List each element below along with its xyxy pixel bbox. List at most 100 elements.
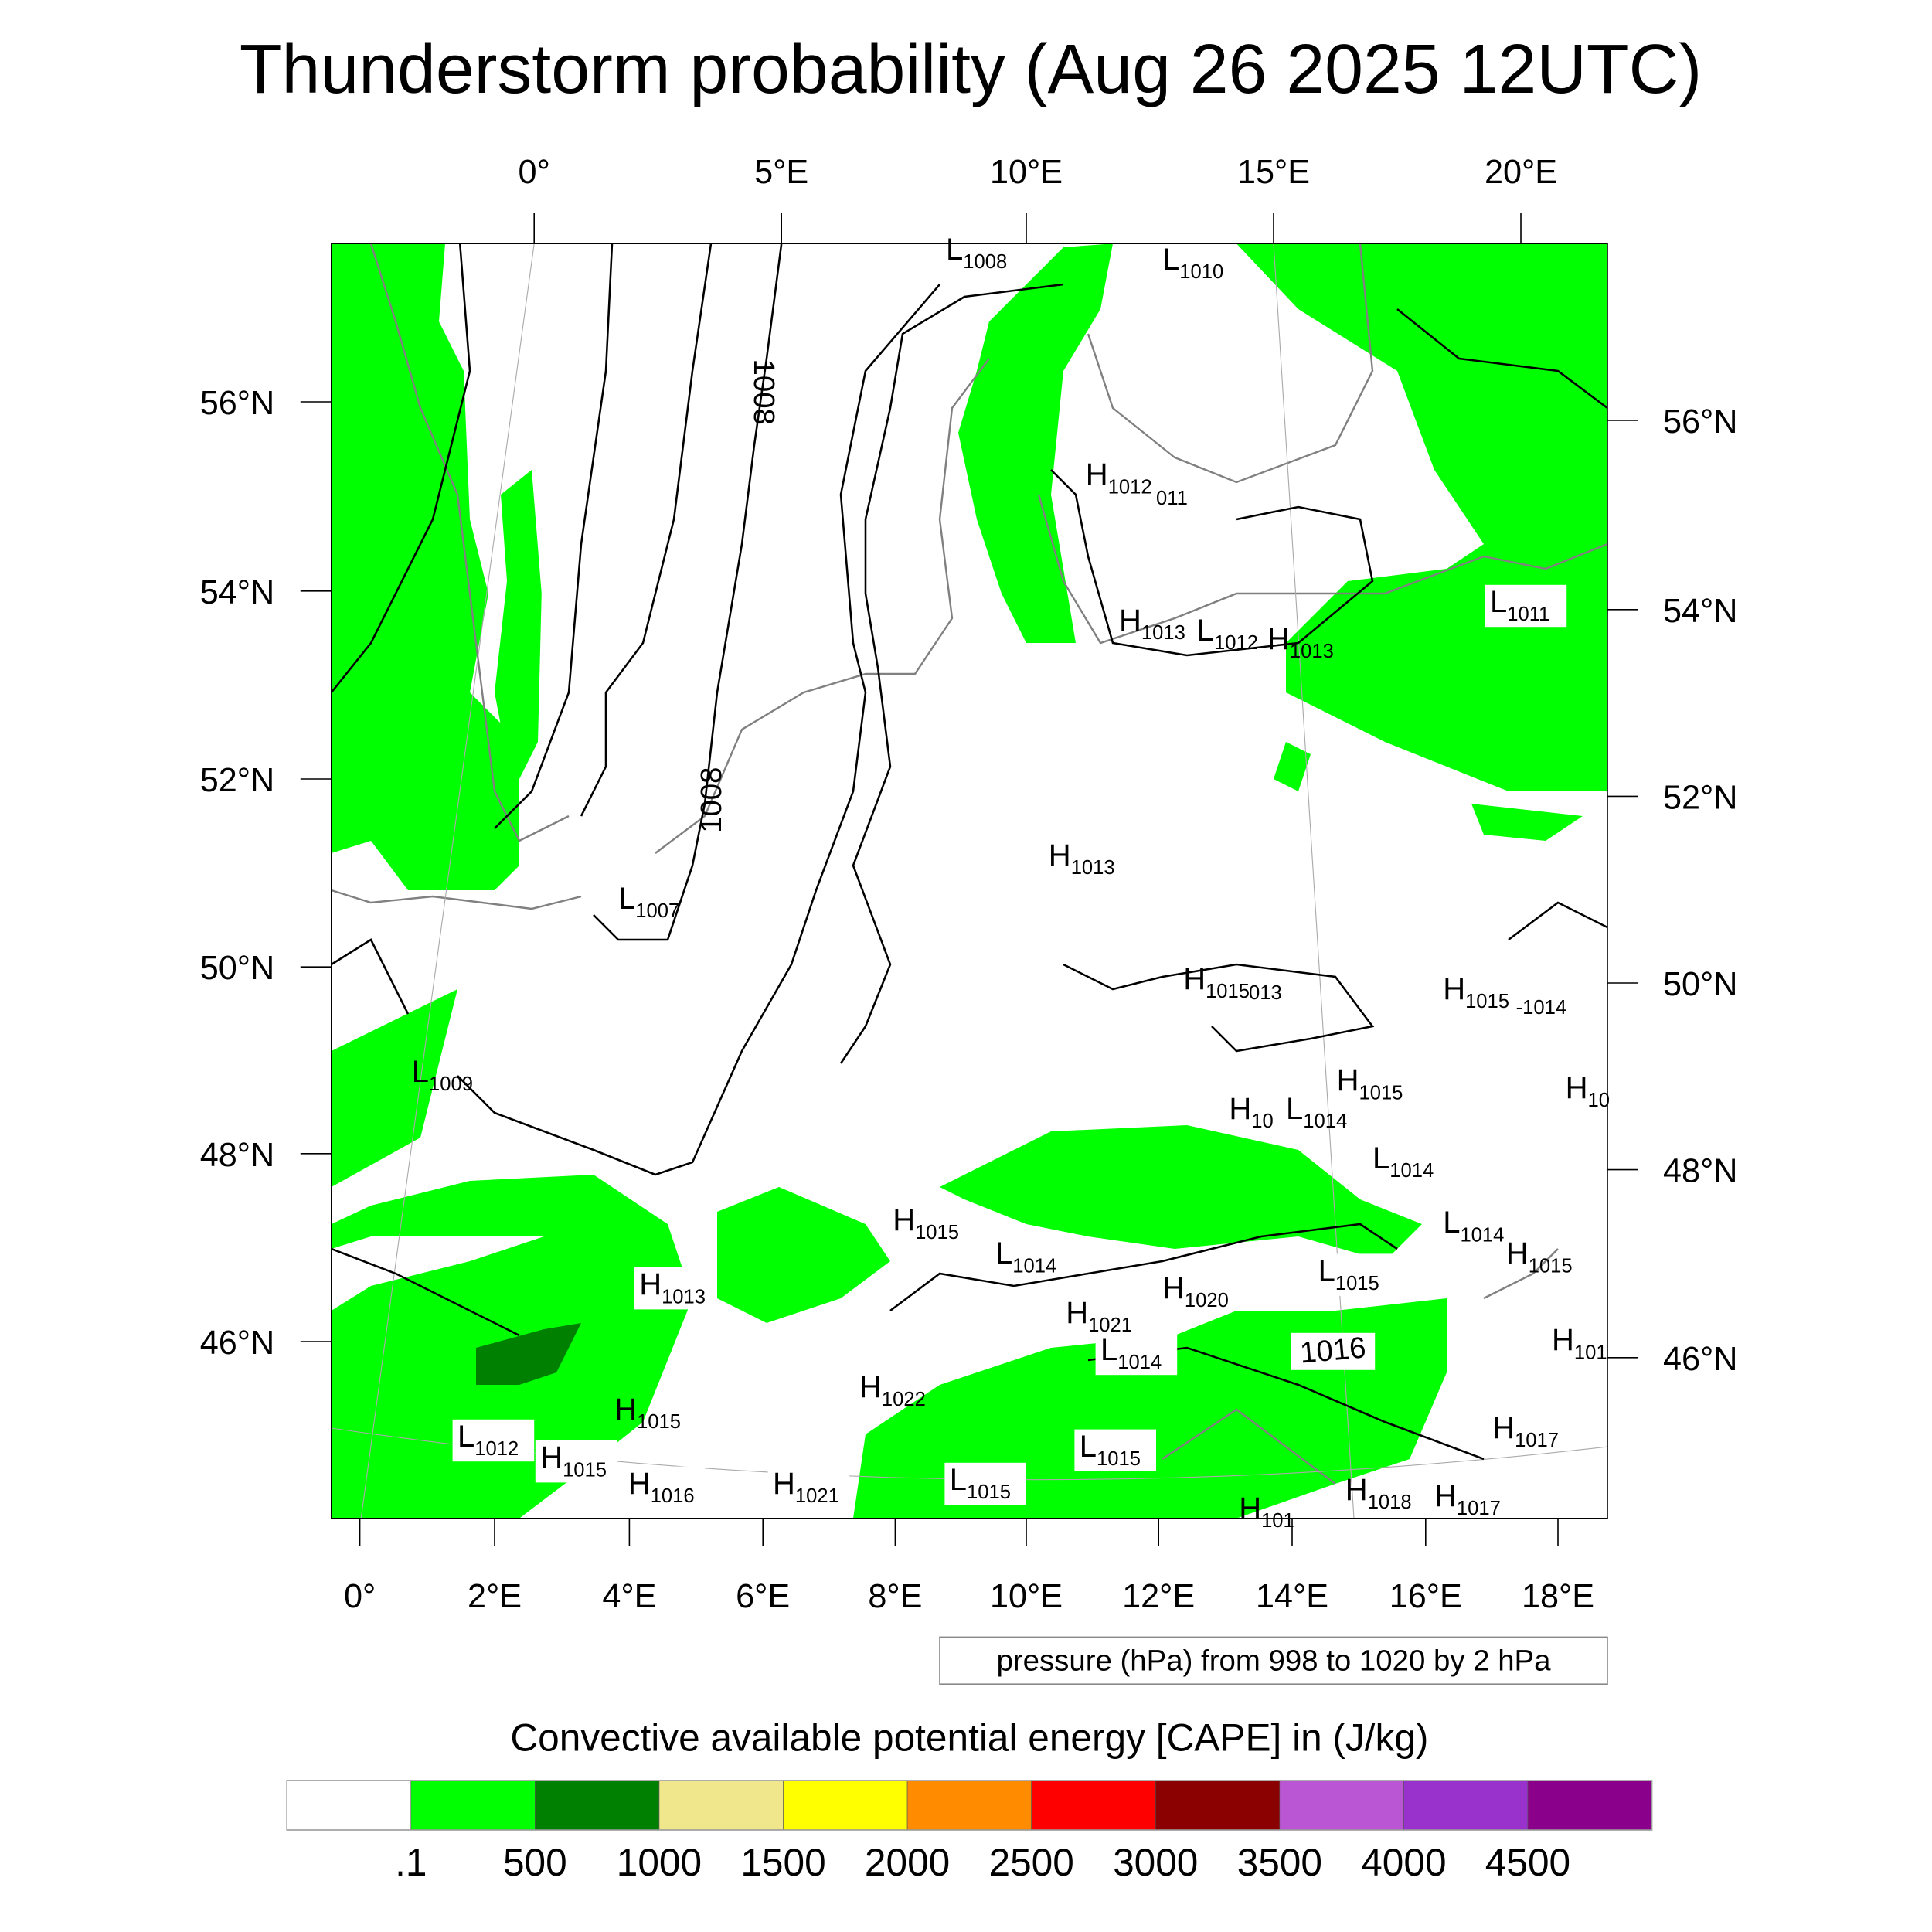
- top-lon-label: 10°E: [990, 154, 1063, 191]
- bottom-lon-label: 4°E: [602, 1578, 656, 1615]
- colorbar-label: 1000: [617, 1841, 702, 1884]
- pressure-value-label: 011: [1156, 488, 1188, 509]
- svg-text:H10: H10: [1229, 1092, 1273, 1132]
- high-pressure-label: H1013: [1119, 604, 1185, 644]
- bottom-lon-label: 0°: [344, 1578, 376, 1615]
- cape-area-alps-north: [940, 1125, 1422, 1261]
- colorbar-label: 3000: [1113, 1841, 1198, 1884]
- top-lon-label: 5°E: [754, 154, 808, 191]
- svg-text:L1008: L1008: [946, 233, 1007, 273]
- bottom-lon-label: 8°E: [868, 1578, 922, 1615]
- bottom-lon-label: 6°E: [736, 1578, 790, 1615]
- bottom-lon-label: 12°E: [1122, 1578, 1195, 1615]
- high-pressure-label: H1017: [1434, 1479, 1501, 1519]
- high-pressure-label: H1015: [1183, 962, 1250, 1002]
- colorbar-swatch: [1403, 1780, 1529, 1831]
- high-pressure-label: H1021: [767, 1466, 850, 1509]
- svg-text:H101: H101: [1552, 1323, 1607, 1363]
- high-pressure-label: H1022: [859, 1370, 926, 1410]
- svg-text:H1016: H1016: [628, 1467, 695, 1507]
- colorbar-swatch: [906, 1780, 1032, 1831]
- svg-text:H1013: H1013: [639, 1267, 706, 1308]
- low-pressure-label: L1015: [944, 1462, 1026, 1505]
- low-pressure-label: L1014: [1095, 1332, 1178, 1376]
- svg-text:L1014: L1014: [1286, 1092, 1347, 1132]
- isobar-label: 1016: [1298, 1331, 1367, 1369]
- svg-text:H1022: H1022: [859, 1370, 926, 1410]
- low-pressure-label: L1012: [1197, 614, 1258, 654]
- svg-text:L1014: L1014: [1443, 1206, 1504, 1246]
- right-lat-label: 50°N: [1663, 966, 1738, 1003]
- pressure-value-label: -1014: [1516, 997, 1566, 1019]
- colorbar: .1 500 1000 1500 2000 2500 3000 3500 4000 4500: [286, 1780, 1653, 1884]
- low-pressure-label: L1008: [946, 233, 1007, 273]
- svg-text:H1015: H1015: [614, 1393, 681, 1433]
- svg-text:H1015: H1015: [1337, 1063, 1403, 1104]
- cape-area-alps-west: [717, 1187, 890, 1323]
- low-pressure-label: L1007: [618, 882, 679, 922]
- colorbar-label: 4000: [1361, 1841, 1446, 1884]
- svg-text:H1020: H1020: [1162, 1271, 1229, 1311]
- high-pressure-label: H10: [1566, 1071, 1610, 1111]
- right-lat-label: 48°N: [1663, 1153, 1738, 1190]
- svg-text:H1017: H1017: [1434, 1479, 1501, 1519]
- svg-text:H1013: H1013: [1119, 604, 1185, 644]
- high-pressure-label: H1015: [893, 1203, 959, 1243]
- colorbar-label: .1: [395, 1841, 427, 1884]
- svg-text:H1018: H1018: [1345, 1473, 1412, 1513]
- svg-text:L1012: L1012: [1197, 614, 1258, 654]
- isobars: [331, 243, 1607, 1461]
- axis-labels: 0° 5°E 10°E 15°E 20°E 0° 2°E 4°E 6°E 8°E 10°E 12°E 1…: [200, 154, 1738, 1615]
- low-pressure-label: L1014: [995, 1236, 1056, 1277]
- isobar-label: 1008: [747, 359, 781, 424]
- svg-text:L1009: L1009: [412, 1055, 473, 1095]
- svg-text:013: 013: [1249, 982, 1282, 1004]
- low-pressure-label: L1012: [452, 1419, 535, 1462]
- svg-text:H10: H10: [1566, 1071, 1610, 1111]
- svg-text:L1014: L1014: [995, 1236, 1056, 1277]
- high-pressure-label: H1013: [1049, 838, 1115, 879]
- high-pressure-label: H1012: [1086, 457, 1152, 498]
- high-pressure-label: H1015: [614, 1393, 681, 1433]
- top-lon-label: 15°E: [1237, 154, 1310, 191]
- map-frame: [331, 243, 1608, 1519]
- colorbar-swatch: [535, 1780, 660, 1831]
- top-lon-label: 0°: [519, 154, 550, 191]
- bottom-lon-label: 10°E: [990, 1578, 1063, 1615]
- colorbar-swatch: [286, 1780, 412, 1831]
- cape-area-baltic: [1236, 243, 1607, 791]
- colorbar-label: 4500: [1485, 1841, 1570, 1884]
- colorbar-label: 500: [503, 1841, 567, 1884]
- cape-area-poland: [1274, 742, 1583, 841]
- low-pressure-label: L1014: [1443, 1206, 1504, 1246]
- left-lat-label: 54°N: [200, 574, 275, 611]
- colorbar-label: 1500: [740, 1841, 825, 1884]
- high-pressure-label: H1016: [623, 1466, 705, 1509]
- svg-text:H1013: H1013: [1267, 622, 1334, 662]
- colorbar-swatch: [1279, 1780, 1404, 1831]
- left-lat-label: 52°N: [200, 762, 275, 799]
- left-lat-label: 48°N: [200, 1137, 275, 1174]
- bottom-lon-label: 16°E: [1389, 1578, 1462, 1615]
- svg-text:L1014: L1014: [1372, 1141, 1434, 1182]
- low-pressure-label: L1015: [1074, 1429, 1156, 1471]
- colorbar-swatch: [1155, 1780, 1281, 1831]
- high-pressure-label: H1013: [634, 1267, 716, 1310]
- right-lat-label: 56°N: [1663, 403, 1738, 440]
- high-pressure-label: H1015: [1506, 1236, 1573, 1277]
- svg-text:H1021: H1021: [773, 1467, 839, 1507]
- cape-area-dark: [476, 1323, 581, 1385]
- low-pressure-label: L1009: [412, 1055, 473, 1095]
- colorbar-label: 3500: [1237, 1841, 1322, 1884]
- svg-text:L1015: L1015: [1318, 1254, 1379, 1294]
- svg-text:L1012: L1012: [457, 1420, 519, 1460]
- svg-text:H1021: H1021: [1066, 1296, 1132, 1336]
- low-pressure-label: L1014: [1372, 1141, 1434, 1182]
- high-pressure-label: H101: [1552, 1323, 1607, 1363]
- high-pressure-label: H101: [1239, 1492, 1294, 1532]
- high-pressure-label: H1015: [1443, 972, 1509, 1012]
- colorbar-swatch: [783, 1780, 908, 1831]
- low-pressure-label: L1015: [1313, 1253, 1395, 1296]
